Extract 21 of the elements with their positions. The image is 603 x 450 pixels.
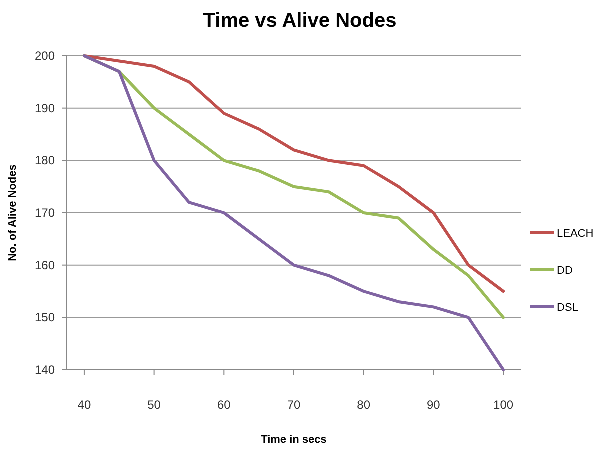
y-tick-label: 140 [34,363,56,377]
y-tick-label: 160 [34,258,56,272]
y-tick-label: 190 [34,101,56,116]
y-tick-label: 200 [34,49,56,63]
x-tick-label: 60 [217,398,232,412]
chart-title: Time vs Alive Nodes [203,10,397,32]
legend-label: DSL [557,302,578,314]
x-axis-title: Time in secs [261,434,327,446]
x-tick-label: 80 [357,398,371,412]
y-tick-label: 170 [34,206,56,220]
x-tick-label: 90 [427,398,441,412]
y-tick-label: 180 [34,154,56,168]
x-tick-label: 40 [78,398,92,412]
legend-label: DD [557,265,573,277]
legend-label: LEACH [557,228,594,240]
line-series [82,54,506,372]
x-tick-label: 50 [148,398,162,412]
x-tick-label: 100 [494,398,514,412]
y-tick-label: 150 [34,310,56,325]
y-axis-title: No. of Alive Nodes [7,164,19,262]
x-tick-label: 70 [287,398,301,412]
